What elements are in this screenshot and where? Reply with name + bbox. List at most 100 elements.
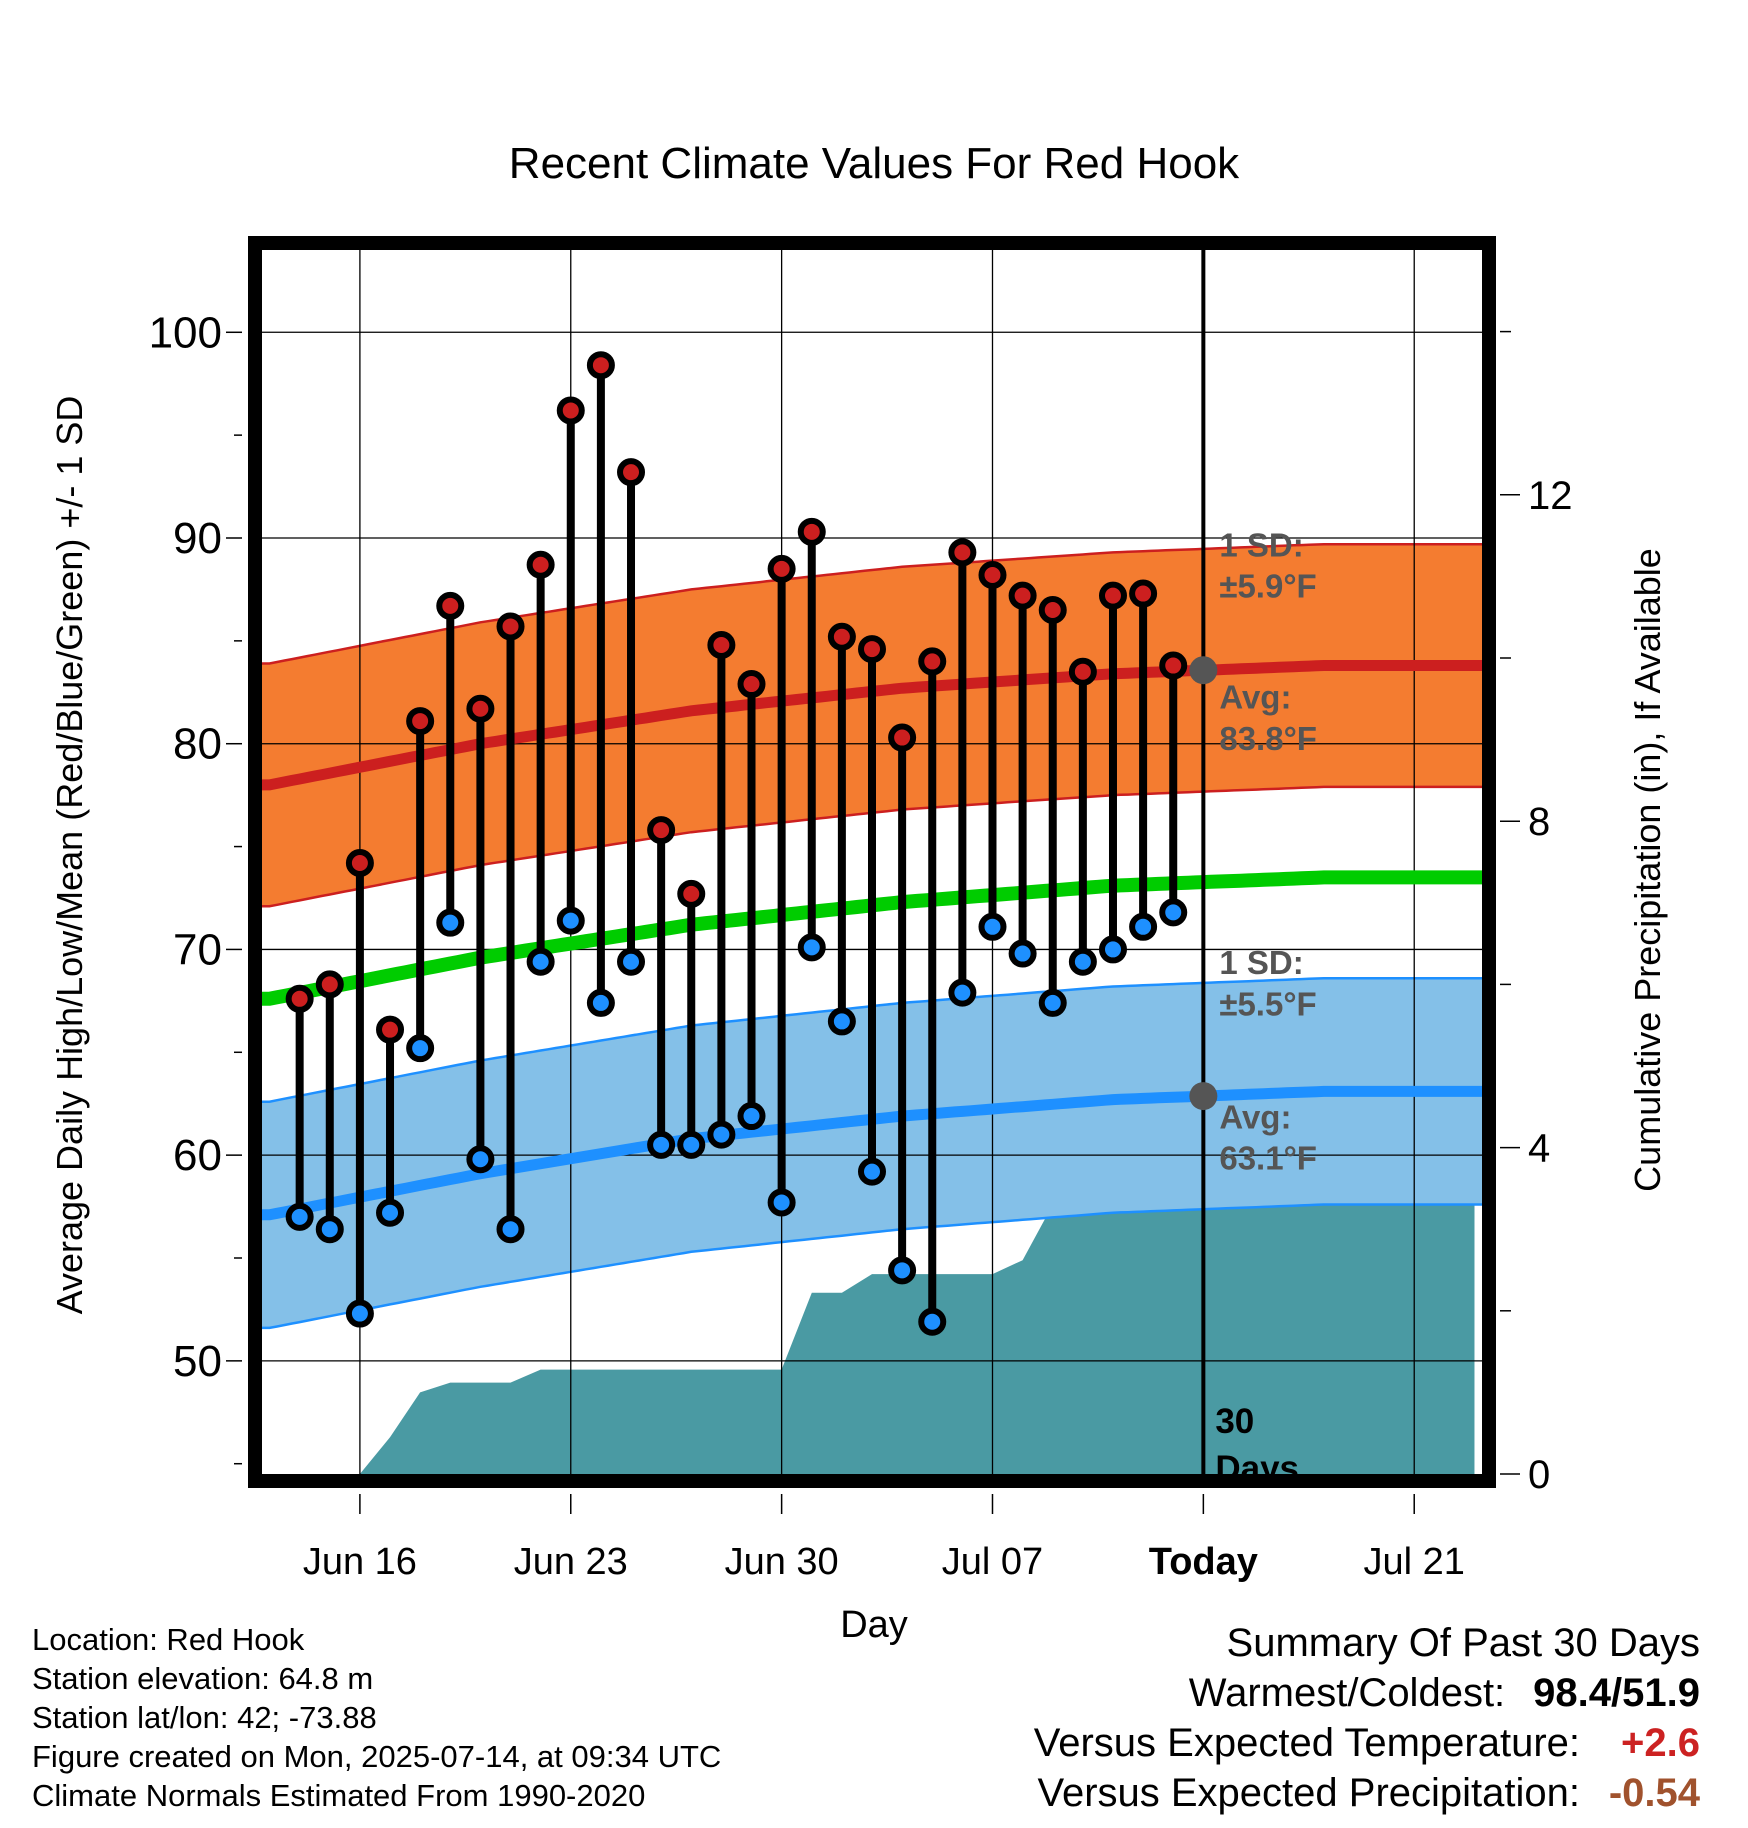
daily-high-point (737, 670, 766, 699)
daily-low-point (586, 988, 615, 1017)
daily-low-point (466, 1145, 495, 1174)
daily-low-point (737, 1102, 766, 1131)
y2-tick-label: 0 (1528, 1453, 1550, 1497)
daily-low-point (918, 1307, 947, 1336)
summary-panel: Summary Of Past 30 Days Warmest/Coldest:… (1034, 1618, 1700, 1818)
daily-high-point (1098, 581, 1127, 610)
x-tick-label: Jul 21 (1364, 1541, 1465, 1583)
x-tick-label: Jul 07 (942, 1541, 1043, 1583)
summary-warmest-row: Warmest/Coldest: 98.4/51.9 (1034, 1668, 1700, 1718)
daily-low-point (617, 947, 646, 976)
plot-frame (248, 236, 1496, 1488)
daily-high-point (617, 458, 646, 487)
daily-low-point (677, 1130, 706, 1159)
daily-high-point (918, 647, 947, 676)
daily-low-point (1129, 912, 1158, 941)
high-sd-text: ±5.9°F (1219, 568, 1316, 605)
daily-high-point (707, 630, 736, 659)
today-avg-high-marker (1189, 656, 1218, 685)
daily-high-point (436, 591, 465, 620)
high-avg-title: Avg: (1219, 679, 1291, 716)
daily-high-point (888, 723, 917, 752)
window-days-count: 30 (1215, 1402, 1254, 1441)
created-text: Figure created on Mon, 2025-07-14, at 09… (32, 1739, 722, 1774)
high-avg-text: 83.8°F (1219, 720, 1317, 757)
daily-low-point (436, 908, 465, 937)
station-info: Location: Red Hook Station elevation: 64… (32, 1620, 721, 1815)
x-tick-label: Jun 16 (303, 1541, 417, 1583)
daily-low-point (556, 906, 585, 935)
latlon-text: Station lat/lon: 42; -73.88 (32, 1700, 377, 1735)
daily-low-point (978, 912, 1007, 941)
summary-temp-row: Versus Expected Temperature: +2.6 (1034, 1718, 1700, 1768)
y2-axis-label: Cumulative Precipitation (in), If Availa… (1627, 548, 1668, 1192)
daily-low-point (1159, 898, 1188, 927)
daily-high-point (858, 635, 886, 664)
daily-low-point (345, 1299, 374, 1328)
daily-high-point (1068, 657, 1097, 686)
daily-high-point (376, 1015, 405, 1044)
daily-high-point (526, 550, 555, 579)
low-avg-title: Avg: (1219, 1098, 1291, 1135)
daily-low-point (526, 947, 555, 976)
precip-area (359, 1184, 1475, 1474)
y-tick-label: 100 (149, 308, 222, 357)
daily-low-point (858, 1157, 886, 1186)
daily-low-point (647, 1130, 676, 1159)
y2-tick-label: 4 (1528, 1127, 1550, 1171)
low-avg-text: 63.1°F (1219, 1140, 1317, 1177)
daily-low-point (1008, 939, 1037, 968)
summary-title: Summary Of Past 30 Days (1226, 1621, 1700, 1665)
daily-high-point (406, 707, 435, 736)
y-tick-label: 50 (173, 1337, 222, 1386)
daily-high-point (767, 554, 796, 583)
low-sd-text: ±5.5°F (1219, 985, 1316, 1022)
x-axis-label: Day (840, 1604, 908, 1646)
daily-low-point (767, 1188, 796, 1217)
daily-low-point (315, 1215, 344, 1244)
daily-high-point (345, 849, 374, 878)
temp-value: +2.6 (1621, 1721, 1700, 1765)
daily-low-point (285, 1202, 314, 1231)
daily-low-point (948, 978, 977, 1007)
y2-tick-label: 12 (1528, 474, 1573, 518)
y2-tick-label: 8 (1528, 800, 1550, 844)
daily-high-point (1159, 651, 1188, 680)
daily-high-point (647, 816, 676, 845)
warmest-label: Warmest/Coldest: (1188, 1671, 1506, 1715)
daily-low-point (376, 1198, 405, 1227)
daily-low-point (496, 1215, 525, 1244)
daily-high-point (1038, 596, 1067, 624)
x-tick-label: Jun 30 (725, 1541, 839, 1583)
daily-high-point (677, 879, 706, 908)
daily-low-point (827, 1007, 856, 1036)
y-tick-label: 70 (173, 925, 222, 974)
precip-value: -0.54 (1608, 1771, 1700, 1815)
daily-high-point (285, 984, 314, 1013)
daily-low-point (1038, 988, 1067, 1017)
low-sd-lower-line (262, 1203, 1482, 1330)
temp-label: Versus Expected Temperature: (1033, 1721, 1580, 1765)
daily-low-point (1098, 935, 1127, 964)
daily-high-point (466, 694, 495, 723)
y-tick-label: 90 (173, 514, 222, 563)
today-avg-low-marker (1189, 1082, 1218, 1111)
warmest-value: 98.4/51.9 (1533, 1671, 1700, 1715)
low-sd-title: 1 SD: (1219, 944, 1303, 981)
x-tick-label: Today (1149, 1541, 1258, 1583)
daily-high-point (797, 517, 826, 546)
location-text: Location: Red Hook (32, 1622, 305, 1657)
summary-precip-row: Versus Expected Precipitation: -0.54 (1034, 1768, 1700, 1818)
daily-low-point (888, 1256, 917, 1285)
plot-content: 1 SD: ±5.9°F Avg: 83.8°F 1 SD: ±5.5°F Avg: 63.1… (262, 250, 1482, 1474)
daily-high-point (556, 396, 585, 425)
y-tick-label: 60 (173, 1131, 222, 1180)
y-axis-label: Average Daily High/Low/Mean (Red/Blue/Gr… (49, 396, 90, 1315)
daily-high-point (1129, 579, 1158, 608)
high-sd-title: 1 SD: (1219, 527, 1303, 564)
daily-low-point (406, 1034, 435, 1063)
x-tick-label: Jun 23 (514, 1541, 628, 1583)
plot-area: 1 SD: ±5.9°F Avg: 83.8°F 1 SD: ±5.5°F Avg: 63.1… (149, 236, 1573, 1583)
normals-text: Climate Normals Estimated From 1990-2020 (32, 1778, 646, 1813)
